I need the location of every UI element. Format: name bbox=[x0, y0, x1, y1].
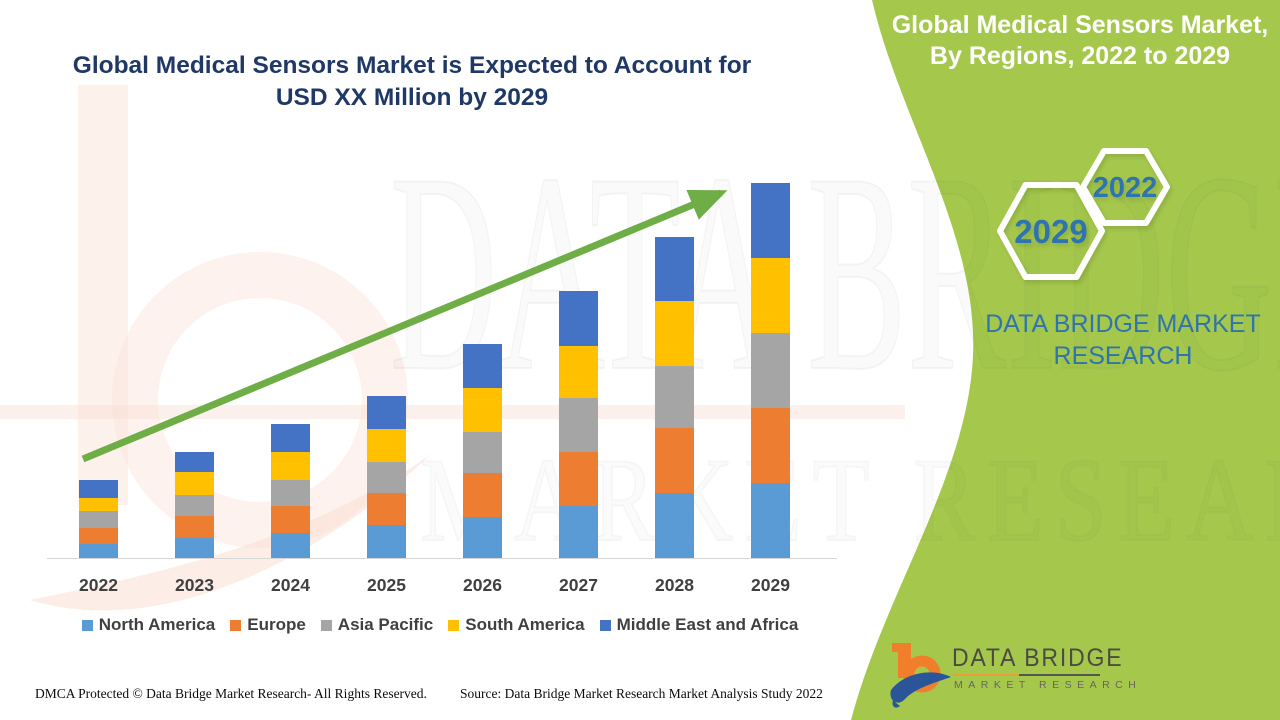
hexagon-2029 bbox=[997, 182, 1105, 280]
logo-name: DATA BRIDGE bbox=[952, 644, 1124, 672]
hexagon-2022 bbox=[1080, 148, 1170, 226]
legend-label: South America bbox=[465, 615, 585, 634]
panel-brand-text: DATA BRIDGE MARKET RESEARCH bbox=[947, 308, 1280, 372]
panel-brand-line1: DATA BRIDGE MARKET bbox=[985, 310, 1261, 338]
legend-swatch-icon bbox=[320, 619, 332, 631]
hexagon-2029-label: 2029 bbox=[1014, 213, 1087, 250]
chart-title-line2: USD XX Million by 2029 bbox=[275, 84, 549, 111]
logo-rule bbox=[953, 674, 1100, 676]
legend-item-middle-east-and-africa: Middle East and Africa bbox=[599, 615, 799, 635]
logo-subtitle: MARKET RESEARCH bbox=[954, 679, 1142, 691]
legend-item-south-america: South America bbox=[448, 615, 585, 635]
panel-title-line1: Global Medical Sensors Market, bbox=[891, 11, 1269, 39]
panel-title: Global Medical Sensors Market, By Region… bbox=[890, 10, 1270, 72]
panel-title-line2: By Regions, 2022 to 2029 bbox=[929, 42, 1231, 70]
x-axis-line bbox=[47, 558, 837, 559]
legend-label: Europe bbox=[247, 615, 306, 634]
legend-swatch-icon bbox=[448, 619, 460, 631]
dmca-notice: DMCA Protected © Data Bridge Market Rese… bbox=[35, 686, 427, 701]
panel-brand-line2: RESEARCH bbox=[1053, 342, 1193, 370]
legend-label: North America bbox=[98, 615, 216, 634]
legend-item-europe: Europe bbox=[230, 615, 306, 635]
legend-swatch-icon bbox=[230, 619, 242, 631]
legend-swatch-icon bbox=[81, 619, 93, 631]
legend-label: Middle East and Africa bbox=[616, 615, 799, 634]
legend: North America Europe Asia Pacific South Ame… bbox=[50, 615, 830, 635]
source-note: Source: Data Bridge Market Research Mark… bbox=[460, 686, 823, 701]
legend-swatch-icon bbox=[599, 619, 611, 631]
legend-item-north-america: North America bbox=[81, 615, 216, 635]
databridge-logo-icon bbox=[890, 643, 951, 708]
legend-label: Asia Pacific bbox=[337, 615, 434, 634]
chart-title: Global Medical Sensors Market is Expecte… bbox=[57, 50, 767, 114]
chart-title-line1: Global Medical Sensors Market is Expecte… bbox=[72, 52, 752, 79]
hexagon-2022-label: 2022 bbox=[1093, 172, 1158, 204]
legend-item-asia-pacific: Asia Pacific bbox=[320, 615, 434, 635]
